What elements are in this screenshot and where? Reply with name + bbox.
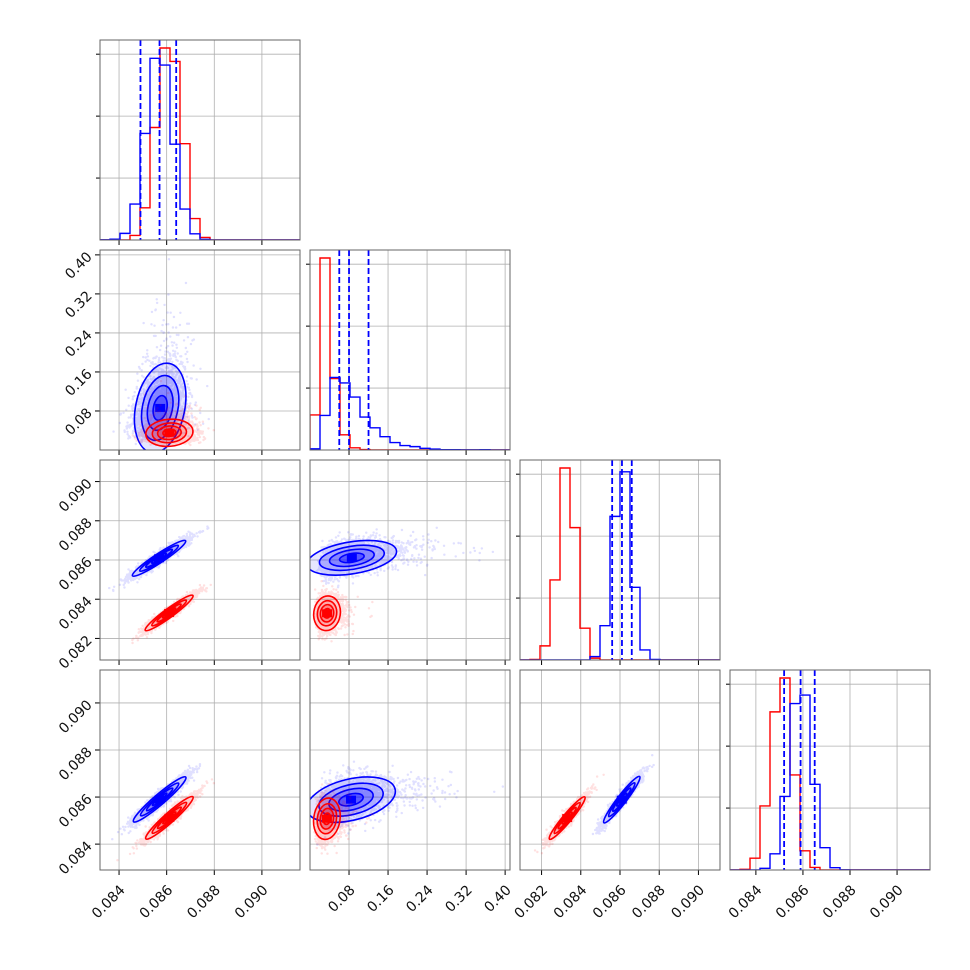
panel-2-2 (516, 459, 721, 665)
panel-0-0 (96, 39, 301, 245)
scatter-1-0 (112, 258, 215, 450)
panel-3-3: 0.084 0.086 0.088 0.090 (726, 669, 931, 922)
x-tick-label-0-3: 0.090 (232, 882, 272, 922)
y-tick-label-2-3: 0.088 (56, 515, 96, 555)
panel-frame-2-1 (309, 459, 511, 661)
y-tick-label-2-1: 0.084 (56, 594, 96, 634)
x-tick-label-1-0: 0.08 (325, 882, 358, 915)
y-tick-label-2-4: 0.090 (56, 476, 96, 516)
x-tick-label-3-2: 0.088 (820, 882, 860, 922)
y-tick-label-3-3: 0.090 (56, 697, 96, 737)
scatter-2-1 (310, 526, 495, 643)
density-peak-3-2-series-1 (562, 814, 573, 823)
density-peak-2-1-series-1 (322, 609, 333, 618)
y-tick-label-1-1: 0.16 (62, 366, 95, 399)
y-tick-label-1-0: 0.08 (62, 405, 95, 438)
x-tick-label-2-2: 0.086 (590, 882, 630, 922)
panel-1-1 (306, 249, 511, 455)
panel-frame-2-2 (519, 459, 721, 661)
density-peak-3-1-series-1 (321, 814, 332, 823)
density-peak-3-0-series-1 (164, 813, 175, 822)
x-tick-label-3-0: 0.084 (726, 882, 766, 922)
scatter-3-1 (310, 760, 505, 855)
scatter-2-0 (108, 525, 212, 645)
x-tick-label-3-1: 0.086 (773, 882, 813, 922)
y-tick-label-3-2: 0.088 (56, 744, 96, 784)
x-tick-label-1-2: 0.24 (403, 882, 436, 915)
y-tick-label-3-0: 0.084 (56, 838, 96, 878)
histogram-0-series-1 (100, 47, 300, 240)
histogram-3-series-1 (730, 677, 930, 870)
density-peak-2-0-series-0 (154, 554, 165, 563)
panel-1-0: 0.08 0.16 0.24 0.32 0.40 (62, 249, 301, 455)
y-tick-label-3-1: 0.086 (56, 791, 96, 831)
x-tick-label-3-3: 0.090 (867, 882, 907, 922)
x-tick-label-0-2: 0.088 (184, 882, 224, 922)
x-tick-label-1-3: 0.32 (442, 882, 475, 915)
y-tick-label-1-2: 0.24 (62, 327, 95, 360)
x-tick-label-0-1: 0.086 (137, 882, 177, 922)
scatter-3-0 (111, 763, 216, 862)
histogram-2-series-0 (520, 471, 720, 660)
panel-frame-3-1 (309, 669, 511, 871)
panel-frame-2-0 (99, 459, 301, 661)
y-tick-label-2-0: 0.082 (56, 633, 96, 673)
y-tick-label-1-4: 0.40 (62, 249, 95, 282)
panel-frame-3-0 (99, 669, 301, 871)
density-peak-3-0-series-0 (154, 795, 165, 804)
density-peak-3-2-series-0 (616, 795, 627, 804)
density-peak-2-0-series-1 (164, 608, 175, 617)
x-tick-label-2-1: 0.084 (551, 882, 591, 922)
density-peak-1-0-series-1 (164, 428, 175, 437)
density-peak-3-1-series-0 (346, 795, 357, 804)
histogram-3-series-0 (730, 694, 930, 870)
panel-frame-3-3 (729, 669, 931, 871)
panel-3-1: 0.08 0.16 0.24 0.32 0.40 (309, 669, 515, 916)
panel-frame-0-0 (99, 39, 301, 241)
panel-2-1 (309, 459, 511, 665)
panel-frame-1-1 (309, 249, 511, 451)
density-peak-1-0-series-0 (155, 403, 166, 412)
panel-3-2: 0.082 0.084 0.086 0.088 0.090 (512, 669, 721, 922)
x-tick-label-2-4: 0.090 (668, 882, 708, 922)
density-peak-2-1-series-0 (346, 553, 357, 562)
y-tick-label-2-2: 0.086 (56, 554, 96, 594)
x-tick-label-2-0: 0.082 (512, 882, 552, 922)
x-tick-label-0-0: 0.084 (89, 882, 129, 922)
x-tick-label-1-4: 0.40 (481, 882, 514, 915)
panel-frame-3-2 (519, 669, 721, 871)
panel-frame-1-0 (99, 249, 301, 451)
x-tick-label-2-3: 0.088 (629, 882, 669, 922)
histogram-0-series-0 (100, 57, 300, 240)
y-tick-label-1-3: 0.32 (62, 288, 95, 321)
scatter-3-2 (533, 754, 655, 855)
x-tick-label-1-1: 0.16 (364, 882, 397, 915)
